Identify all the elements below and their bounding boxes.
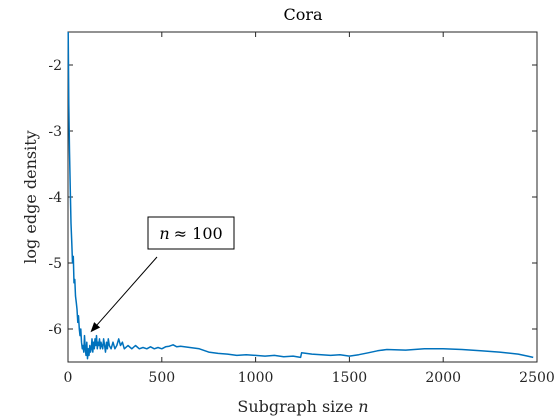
annotation-variable: n [159, 224, 169, 243]
x-tick-label-0: 0 [64, 370, 73, 386]
chart-title: Cora [283, 5, 323, 24]
x-axis-title: Subgraph size n [237, 397, 368, 416]
x-axis-ticks: 0 500 1000 1500 2000 2500 [64, 32, 555, 386]
x-tick-label-3: 1500 [332, 370, 368, 386]
y-tick-label-4: -2 [48, 58, 62, 74]
series-layer [67, 31, 534, 360]
annotation-value: ≈ 100 [174, 224, 223, 243]
annotation-arrowhead [90, 322, 101, 333]
series-line-0 [67, 31, 534, 360]
x-tick-label-1: 500 [148, 370, 175, 386]
y-axis-title: log edge density [21, 130, 40, 263]
annotation-text: n ≈ 100 [159, 224, 222, 243]
y-tick-label-1: -5 [48, 256, 62, 272]
y-tick-label-2: -4 [48, 190, 62, 206]
annotation-box [147, 216, 235, 250]
y-axis-ticks: -6 -5 -4 -3 -2 [48, 58, 537, 338]
y-tick-label-0: -6 [48, 322, 62, 338]
x-tick-label-4: 2000 [425, 370, 461, 386]
y-tick-label-3: -3 [48, 124, 62, 140]
x-axis-title-variable: n [358, 397, 368, 416]
plot-area [68, 32, 537, 362]
annotation: n ≈ 100 [90, 216, 235, 333]
annotation-arrow [96, 256, 158, 326]
x-tick-label-5: 2500 [519, 370, 555, 386]
x-tick-label-2: 1000 [238, 370, 274, 386]
x-axis-title-text: Subgraph size [237, 397, 358, 416]
